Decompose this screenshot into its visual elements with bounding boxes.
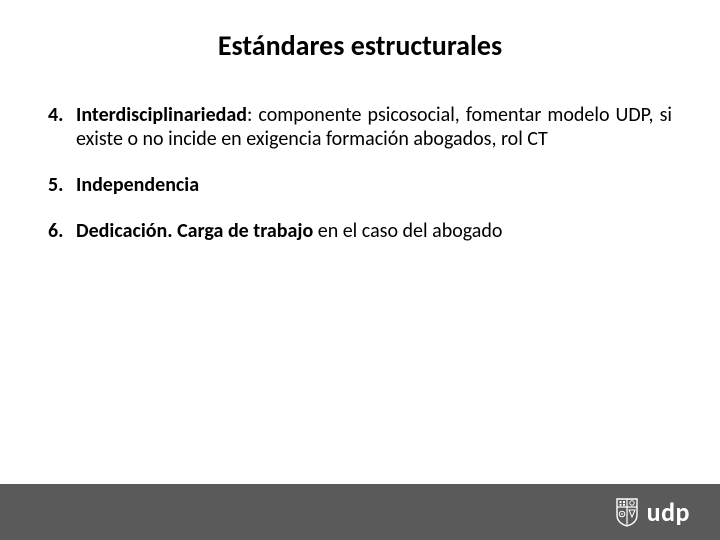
item-body: Independencia <box>76 173 672 197</box>
slide: { "title": { "text": "Estándares estruct… <box>0 0 720 540</box>
udp-logo: udp <box>615 496 690 528</box>
list-item: 4. Interdisciplinariedad: componente psi… <box>48 103 672 151</box>
item-rest: en el caso del abogado <box>313 219 502 243</box>
item-body: Dedicación. Carga de trabajo en el caso … <box>76 219 672 243</box>
item-number: 6. <box>48 219 76 243</box>
item-bold: Dedicación. Carga de trabajo <box>76 219 313 243</box>
footer-bar: udp <box>0 484 720 540</box>
item-bold: Independencia <box>76 173 199 197</box>
item-body: Interdisciplinariedad: componente psicos… <box>76 103 672 151</box>
numbered-list: 4. Interdisciplinariedad: componente psi… <box>0 103 720 265</box>
shield-icon <box>615 497 639 527</box>
list-item: 6. Dedicación. Carga de trabajo en el ca… <box>48 219 672 243</box>
slide-title: Estándares estructurales <box>0 28 720 63</box>
item-bold: Interdisciplinariedad <box>76 103 247 127</box>
list-item: 5. Independencia <box>48 173 672 197</box>
item-number: 5. <box>48 173 76 197</box>
logo-text: udp <box>647 496 690 528</box>
item-number: 4. <box>48 103 76 151</box>
